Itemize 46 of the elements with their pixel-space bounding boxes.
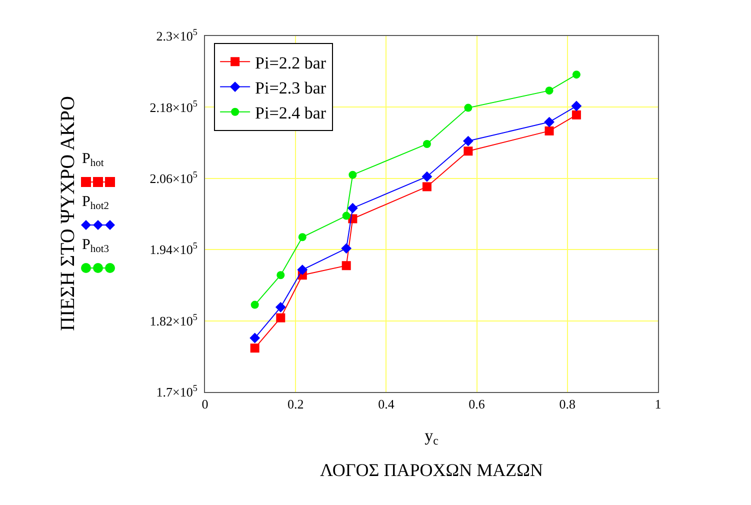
point [572,110,581,120]
legend-label: Pi=2.3 bar [255,78,326,98]
y-tick-label: 2.3×10$^{5}$ [156,27,198,44]
point [250,300,259,309]
point [422,182,432,192]
point [422,171,432,182]
point [545,86,554,95]
legend-label: Pi=2.2 bar [255,53,326,72]
y-tick-label: 2.06×10$^{5}$ [150,169,198,186]
x-tick-label: 0.8 [559,396,576,412]
point [462,136,474,146]
y-tick-label: 2.18×10$^{5}$ [150,98,198,115]
point [342,261,351,270]
point [422,140,431,148]
y-tick-label: 1.82×10$^{5}$ [150,312,198,328]
x-axis-title: y$_{c}$ [424,426,438,448]
x-tick-label: 0.4 [378,396,395,412]
legend-label: Pi=2.4 bar [255,104,326,122]
point [342,212,350,220]
point [544,126,554,136]
point [347,202,358,214]
y-axis-title: ΠΙΕΣΗ ΣΤΟ ΨΥΧΡΟ ΑΚΡΟ [57,96,79,331]
point [464,104,472,112]
point [275,302,286,312]
point [348,170,357,179]
point [250,332,260,344]
text: P$_{hot2}$ [82,194,110,212]
point [297,264,308,275]
y-tick-label: 1.94×10$^{5}$ [150,240,198,258]
point [464,146,473,156]
x-tick-label: 0 [202,396,208,412]
x-tick-label: 0.6 [468,396,486,412]
point [572,70,580,79]
point [276,271,285,280]
point [276,313,286,322]
point [298,233,306,242]
point [250,344,260,353]
text: ΛΟΓΟΣ ΠΑΡΟΧΩΝ ΜΑΖΩΝ [320,460,543,480]
y-tick-label: 1.7×10$^{5}$ [156,383,198,400]
point [341,243,352,254]
x-tick-label: 1 [654,396,662,412]
point [571,100,582,112]
text: P$_{hot3}$ [82,237,110,256]
text: P$_{hot}$ [82,151,104,170]
point [544,116,554,128]
x-tick-label: 0.2 [287,396,304,412]
